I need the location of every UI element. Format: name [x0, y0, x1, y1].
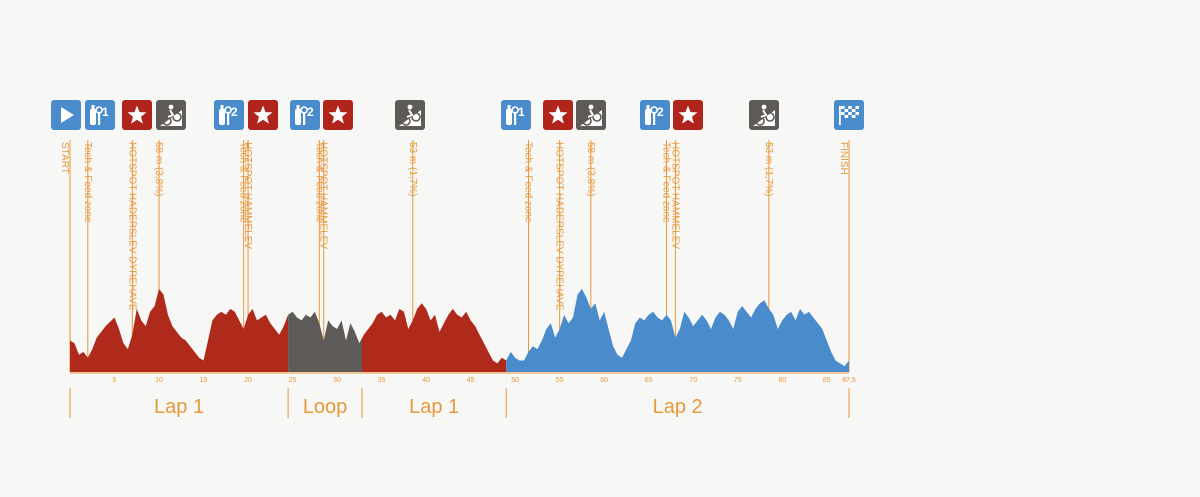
hotspot-star-icon: [323, 100, 353, 130]
feed-zone-2-icon: 2: [640, 100, 670, 130]
feed-zone-2-icon: 2: [214, 100, 244, 130]
climb-cyclist-icon: [395, 100, 425, 130]
marker-label: Tech & Feed zone: [522, 142, 533, 223]
icon-row: 1 2 2 1 2: [51, 100, 864, 130]
marker-label: FINISH: [838, 142, 849, 175]
feed-zone-number: 2: [231, 105, 238, 119]
hotspot-star-icon: [248, 100, 278, 130]
marker-label: 53 m (1,7%): [407, 142, 418, 196]
segment-label: Lap 1: [154, 396, 204, 418]
x-tick-label: 85: [823, 377, 831, 384]
x-tick-label: 70: [689, 377, 697, 384]
x-tick-label: 30: [333, 377, 341, 384]
x-tick-label: 15: [200, 377, 208, 384]
marker-label: Tech & Feed zone: [660, 142, 671, 223]
hotspot-star-icon: [122, 100, 152, 130]
elevation-areas: [70, 288, 849, 372]
feed-zone-number: 1: [518, 105, 525, 119]
x-tick-label: 5: [113, 377, 117, 384]
x-tick-label: 87,5: [842, 377, 856, 384]
start-play-icon: [51, 100, 81, 130]
marker-label: Tech & Feed zone: [238, 142, 249, 223]
x-tick-label: 45: [467, 377, 475, 384]
feed-zone-number: 2: [307, 105, 314, 119]
x-tick-label: 60: [600, 377, 608, 384]
x-tick-label: 75: [734, 377, 742, 384]
x-tick-label: 40: [422, 377, 430, 384]
elevation-area-segment-1: [70, 288, 289, 372]
marker-label: 58 m (3,8%): [585, 142, 596, 196]
marker-label: HOTSPOT HAMMELEV: [318, 142, 329, 249]
marker-label: 58 m (3,8%): [153, 142, 164, 196]
marker-label: HOTSPOT HAMMELEV: [242, 142, 253, 249]
feed-zone-1-icon: 1: [501, 100, 531, 130]
feed-zone-number: 1: [102, 105, 109, 119]
elevation-area-segment-4: [506, 288, 849, 372]
feed-zone-2-icon: 2: [290, 100, 320, 130]
x-tick-label: 80: [778, 377, 786, 384]
marker-label: 53 m (1,7%): [763, 142, 774, 196]
elevation-area-segment-3: [362, 303, 507, 372]
marker-label: HOTSPOT HAMMELEV: [669, 142, 680, 249]
x-tick-label: 25: [289, 377, 297, 384]
x-tick-label: 10: [155, 377, 163, 384]
elevation-area-segment-2: [288, 311, 362, 372]
segment-label: Loop: [303, 396, 348, 418]
feed-zone-1-icon: 1: [85, 100, 115, 130]
climb-cyclist-icon: [576, 100, 606, 130]
x-tick-label: 35: [378, 377, 386, 384]
marker-label: Tech & Feed zone: [82, 142, 93, 223]
x-tick-label: 20: [244, 377, 252, 384]
climb-cyclist-icon: [749, 100, 779, 130]
climb-cyclist-icon: [156, 100, 186, 130]
marker-label: HOTSPOT HADERSLEV DYREHAVE: [554, 142, 565, 311]
segment-label: Lap 1: [409, 396, 459, 418]
marker-label: Tech & Feed zone: [313, 142, 324, 223]
marker-label: HOTSPOT HADERSLEV DYREHAVE: [126, 142, 137, 311]
marker-label: START: [59, 142, 70, 174]
segment-labels: Lap 1 Loop Lap 1 Lap 2: [69, 388, 850, 418]
segment-label: Lap 2: [653, 396, 703, 418]
x-axis: 5 10 15 20 25 30 35 40 45 50 55 60 65 70 75 80 85 87,5: [70, 372, 856, 384]
x-tick-label: 65: [645, 377, 653, 384]
finish-flag-icon: [834, 100, 864, 130]
feed-zone-number: 2: [657, 105, 664, 119]
x-tick-label: 50: [511, 377, 519, 384]
hotspot-star-icon: [543, 100, 573, 130]
hotspot-star-icon: [673, 100, 703, 130]
marker-lines: START Tech & Feed zone HOTSPOT HADERSLEV D…: [59, 140, 850, 372]
x-tick-label: 55: [556, 377, 564, 384]
